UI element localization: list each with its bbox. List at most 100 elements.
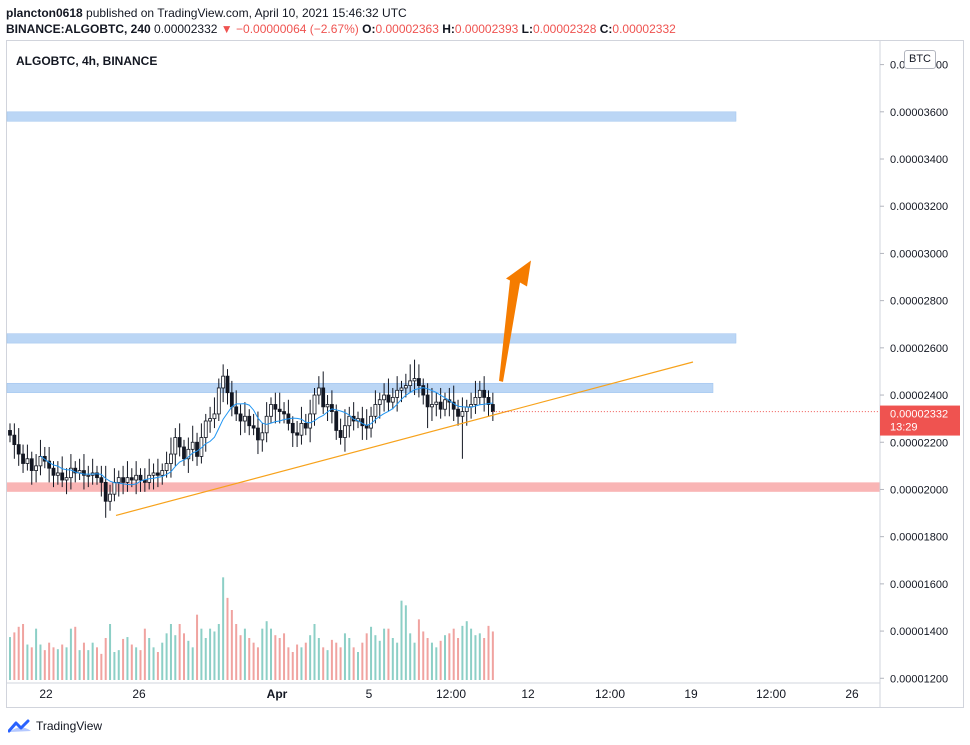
tradingview-logo-icon — [8, 719, 31, 733]
resistance-zone — [6, 333, 737, 344]
volume-bar — [252, 642, 255, 680]
volume-bar — [139, 650, 142, 680]
volume-bar — [148, 638, 151, 680]
symbol-interval: BINANCE:ALGOBTC, 240 — [6, 22, 151, 36]
candle-up — [212, 413, 217, 420]
volume-bar — [78, 650, 81, 680]
candle-down — [51, 467, 56, 476]
volume-bar — [174, 635, 177, 680]
volume-bar — [365, 633, 368, 680]
volume-bar — [400, 600, 403, 680]
candle-down — [421, 385, 426, 396]
volume-bar — [313, 624, 316, 680]
x-tick-label: 5 — [366, 687, 373, 701]
candle-up — [408, 380, 413, 387]
candle-down — [277, 408, 282, 412]
volume-bar — [35, 628, 38, 680]
candle-up — [316, 387, 321, 396]
volume-bar — [417, 619, 420, 680]
overlay-layer — [40, 260, 880, 516]
footer-brand[interactable]: TradingView — [8, 719, 102, 733]
volume-bar — [348, 638, 351, 680]
y-tick-label: 0.00002800 — [890, 296, 948, 308]
candle-down — [238, 413, 243, 422]
volume-bar — [100, 653, 103, 680]
candle-up — [25, 458, 30, 464]
volume-bar — [169, 624, 172, 680]
candle-up — [208, 418, 213, 422]
resistance-zone — [6, 111, 737, 122]
publisher-name[interactable]: plancton0618 — [6, 6, 83, 20]
volume-bar — [61, 644, 64, 680]
candle-up — [125, 477, 130, 483]
volume-bar — [274, 635, 277, 680]
candle-up — [460, 411, 465, 417]
candle-up — [382, 394, 387, 401]
candle-up — [116, 477, 121, 483]
volume-bar — [204, 638, 207, 680]
volume-bar — [222, 577, 225, 680]
volume-bar — [422, 631, 425, 680]
candles-layer — [8, 359, 495, 518]
x-tick-label: 12:00 — [436, 687, 466, 701]
candle-up — [260, 432, 265, 441]
volume-bar — [374, 635, 377, 680]
volume-bar — [13, 632, 16, 680]
candle-up — [112, 481, 117, 495]
high-label: H: — [442, 22, 455, 36]
volume-bar — [426, 638, 429, 680]
volume-bar — [396, 642, 399, 680]
volume-bar — [317, 638, 320, 680]
candle-up — [403, 385, 408, 389]
candle-up — [55, 472, 60, 476]
chart-frame — [6, 40, 964, 708]
volume-bar — [452, 628, 455, 680]
candle-down — [47, 460, 52, 469]
volume-bar — [230, 610, 233, 680]
volume-bar — [9, 637, 11, 680]
x-tick-label: 12 — [521, 687, 535, 701]
candle-down — [182, 446, 186, 460]
volume-bar — [378, 640, 381, 680]
candle-up — [221, 375, 226, 389]
volume-bar — [309, 635, 312, 680]
currency-button[interactable]: BTC — [904, 50, 936, 69]
volume-bar — [343, 633, 346, 680]
candle-down — [234, 406, 239, 415]
low-label: L: — [521, 22, 533, 36]
x-tick-label: Apr — [267, 687, 288, 701]
x-tick-label: 26 — [845, 687, 859, 701]
volume-bar — [117, 650, 120, 680]
brand-name: TradingView — [36, 719, 103, 733]
candle-down — [21, 453, 25, 464]
volume-bar — [370, 626, 373, 680]
candle-down — [103, 481, 108, 502]
candle-up — [430, 404, 434, 408]
volume-bar — [261, 628, 264, 680]
y-tick-label: 0.00003000 — [890, 248, 948, 260]
candle-down — [256, 427, 260, 441]
volume-bar — [322, 647, 325, 680]
volume-bar — [69, 628, 72, 680]
volume-bar — [39, 644, 42, 680]
candle-down — [121, 477, 125, 483]
open-label: O: — [362, 22, 376, 36]
candle-down — [29, 458, 34, 471]
volume-bar — [52, 647, 55, 680]
candle-up — [134, 474, 139, 481]
candle-down — [247, 415, 252, 427]
x-axis: 22 26 Apr 5 12:00 12 12:00 19 12:00 26 — [7, 682, 880, 701]
support-zone — [7, 482, 880, 492]
low-value: 0.00002328 — [532, 22, 597, 36]
volume-bar — [26, 644, 29, 680]
candle-up — [399, 387, 404, 391]
volume-bar — [465, 621, 468, 680]
candle-up — [173, 437, 178, 455]
volume-bar — [22, 624, 25, 680]
candle-up — [69, 467, 73, 479]
volume-bar — [487, 625, 490, 680]
candle-up — [443, 399, 447, 410]
volume-bar — [91, 642, 94, 680]
candle-down — [364, 425, 369, 429]
